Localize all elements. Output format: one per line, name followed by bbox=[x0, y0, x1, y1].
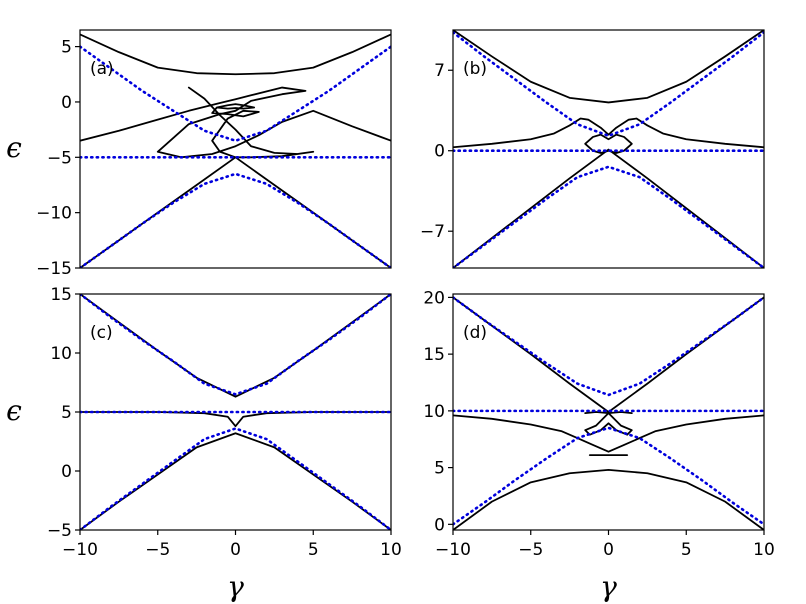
dotted-series-5 bbox=[453, 296, 764, 397]
dotted-series-4 bbox=[80, 45, 391, 143]
x-tick-label: 10 bbox=[380, 540, 402, 560]
dotted-series-3 bbox=[80, 294, 391, 396]
panel-b: 7 0 −7 (b) bbox=[420, 29, 765, 269]
solid-series-3 bbox=[584, 411, 633, 436]
axes-frame bbox=[79, 29, 392, 269]
solid-series-0 bbox=[453, 296, 764, 413]
solid-series-2 bbox=[80, 432, 391, 530]
x-axis-title: γ bbox=[600, 570, 617, 603]
y-tick-label: 10 bbox=[50, 344, 72, 364]
x-tick-label: 10 bbox=[753, 540, 775, 560]
solid-series-1 bbox=[453, 117, 764, 149]
x-tick-label: 0 bbox=[230, 540, 241, 560]
dotted-series-6 bbox=[80, 172, 391, 268]
panel-label: (b) bbox=[463, 59, 487, 79]
y-tick-label: 15 bbox=[50, 285, 72, 305]
y-tick-label: −7 bbox=[420, 222, 445, 242]
y-tick-label: −5 bbox=[47, 148, 72, 168]
panel-a: 5 0 −5 −10 −15 (a) ϵ bbox=[6, 29, 392, 279]
dotted-series-4 bbox=[453, 30, 764, 138]
panel-label: (a) bbox=[90, 59, 114, 79]
y-tick-label: 0 bbox=[61, 93, 72, 113]
y-tick-label: 20 bbox=[423, 288, 445, 308]
y-tick-label: 10 bbox=[423, 402, 445, 422]
y-tick-label: 15 bbox=[423, 345, 445, 365]
solid-series-0 bbox=[80, 294, 391, 398]
x-tick-label: −5 bbox=[145, 540, 170, 560]
x-tick-label: −5 bbox=[518, 540, 543, 560]
plot-area bbox=[80, 294, 391, 530]
solid-series-3 bbox=[584, 133, 633, 154]
dotted-series-5 bbox=[80, 427, 391, 530]
x-axis-title: γ bbox=[227, 570, 244, 603]
x-tick-label: 0 bbox=[603, 540, 614, 560]
y-tick-label: 5 bbox=[61, 38, 72, 58]
solid-series-1 bbox=[80, 411, 391, 428]
x-tick-label: −10 bbox=[435, 540, 471, 560]
y-tick-label: −15 bbox=[36, 259, 72, 279]
plot-area bbox=[453, 296, 764, 530]
solid-series-1 bbox=[80, 33, 391, 76]
x-tick-label: 5 bbox=[681, 540, 692, 560]
dotted-series-7 bbox=[453, 426, 764, 526]
plot-area bbox=[80, 33, 391, 268]
solid-series-2 bbox=[80, 156, 391, 268]
y-tick-label: 0 bbox=[434, 515, 445, 535]
solid-series-1 bbox=[453, 414, 764, 453]
solid-series-0 bbox=[453, 30, 764, 104]
y-tick-label: 5 bbox=[61, 403, 72, 423]
y-tick-label: 5 bbox=[434, 459, 445, 479]
solid-series-2 bbox=[453, 468, 764, 530]
solid-series-0 bbox=[80, 86, 391, 159]
y-tick-label: 0 bbox=[61, 462, 72, 482]
panel-label: (d) bbox=[463, 323, 487, 343]
y-axis-title: ϵ bbox=[6, 394, 22, 427]
panel-label: (c) bbox=[90, 323, 113, 343]
y-tick-label: 0 bbox=[434, 142, 445, 162]
dotted-series-6 bbox=[453, 165, 764, 268]
solid-series-3 bbox=[187, 86, 315, 159]
plot-area bbox=[453, 30, 764, 268]
axes-frame bbox=[452, 29, 765, 269]
y-tick-label: 7 bbox=[434, 61, 445, 81]
y-tick-label: −5 bbox=[47, 521, 72, 541]
x-tick-label: 5 bbox=[308, 540, 319, 560]
x-tick-label: −10 bbox=[62, 540, 98, 560]
panel-d: 20 15 10 5 0 −10 −5 0 5 10 (d) γ bbox=[423, 288, 774, 603]
y-axis-title: ϵ bbox=[6, 131, 22, 164]
y-tick-label: −10 bbox=[36, 204, 72, 224]
